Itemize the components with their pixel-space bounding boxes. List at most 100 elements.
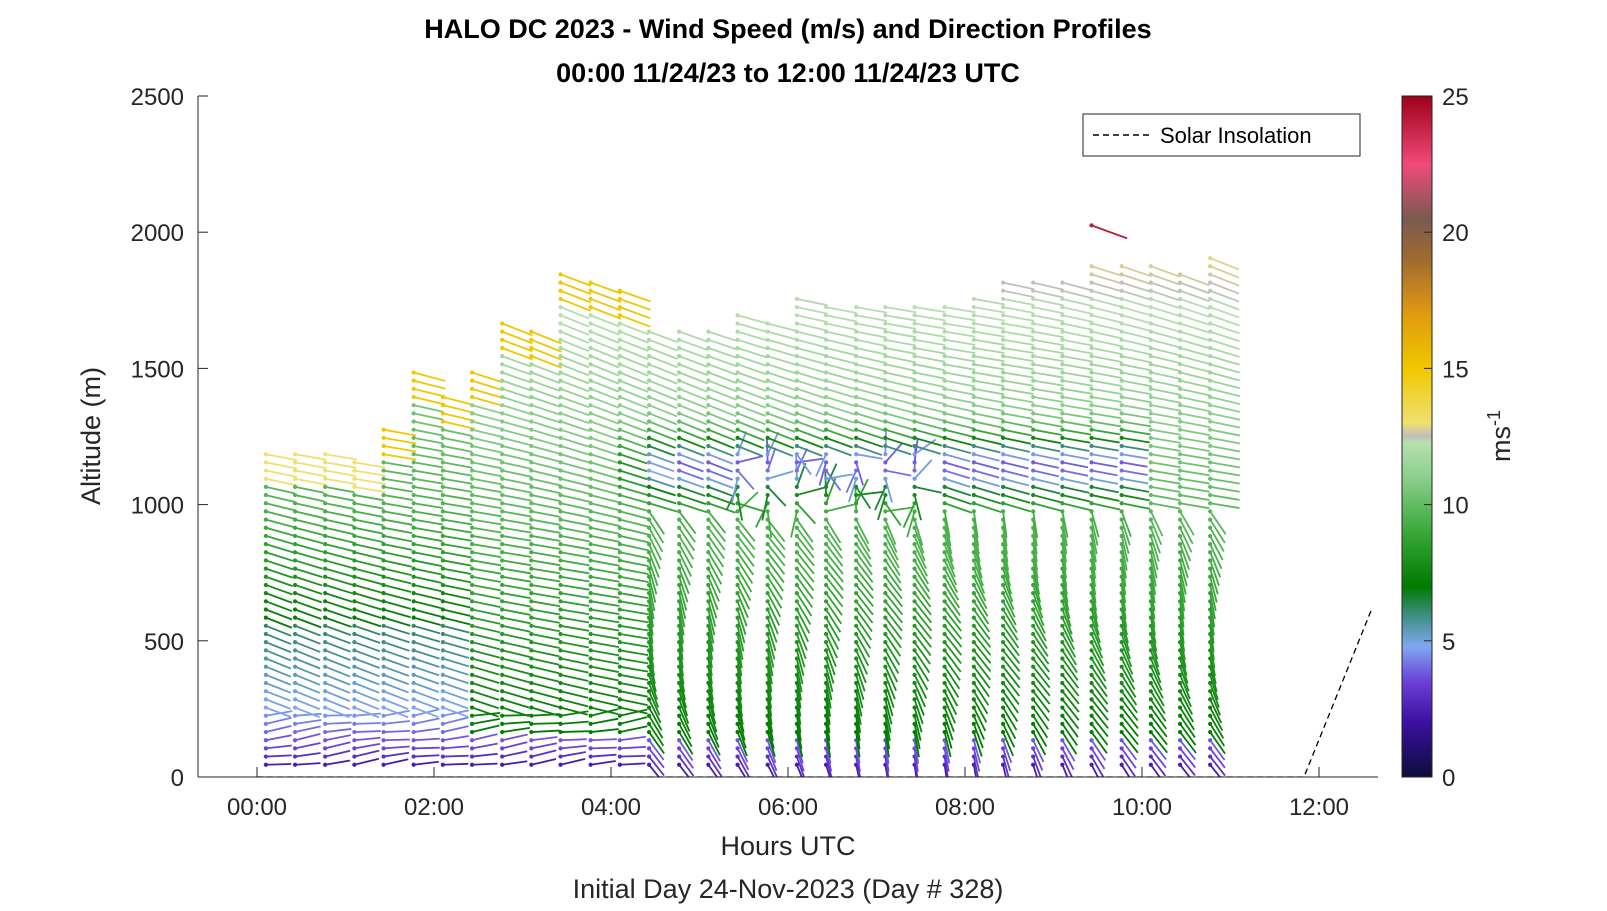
wind-vector-point — [352, 558, 357, 563]
wind-vector — [1179, 593, 1185, 620]
wind-vector — [707, 674, 714, 701]
wind-vector — [855, 641, 870, 667]
wind-vector — [294, 641, 321, 653]
wind-vector-point — [1031, 427, 1036, 432]
wind-vector — [383, 567, 412, 576]
wind-vector — [560, 665, 589, 674]
wind-vector-point — [1177, 329, 1183, 334]
wind-vector — [884, 600, 904, 624]
wind-vector-point — [912, 697, 917, 702]
wind-vector-point — [883, 427, 888, 432]
wind-vector-point — [706, 746, 711, 751]
wind-vector — [501, 649, 531, 658]
wind-vector — [855, 347, 887, 356]
wind-vector — [973, 338, 1005, 346]
wind-vector — [442, 469, 473, 477]
wind-vector-point — [529, 476, 534, 481]
footer-label: Initial Day 24-Nov-2023 (Day # 328) — [573, 874, 1004, 904]
wind-vector-point — [971, 476, 976, 481]
wind-vector-point — [588, 615, 593, 620]
wind-vector — [1002, 674, 1021, 697]
wind-vector — [648, 527, 664, 553]
wind-vector-point — [1177, 403, 1183, 408]
wind-vector-point — [1148, 541, 1153, 547]
wind-vector — [707, 592, 718, 619]
wind-vector — [884, 756, 890, 777]
wind-vector — [1209, 723, 1226, 747]
wind-vector — [560, 657, 589, 666]
wind-vector-point — [646, 476, 652, 481]
wind-vector-point — [706, 591, 711, 596]
wind-vector — [767, 470, 794, 480]
wind-vector-point — [352, 689, 357, 694]
wind-vector — [884, 430, 887, 455]
wind-vector-point — [440, 582, 445, 588]
wind-vector-point — [971, 296, 976, 302]
wind-vector-point — [352, 468, 357, 473]
wind-vector — [471, 469, 502, 478]
wind-vector — [1150, 436, 1181, 444]
wind-vector — [531, 600, 561, 608]
wind-vector — [560, 608, 590, 616]
wind-vector-point — [411, 672, 416, 677]
wind-vector — [324, 616, 352, 628]
wind-vector-point — [794, 378, 799, 383]
wind-vector-point — [263, 705, 268, 710]
wind-vector-point — [735, 492, 740, 498]
wind-vector-point — [529, 435, 534, 440]
wind-vector-point — [912, 574, 917, 579]
wind-vector-point — [1060, 394, 1065, 400]
wind-vector-point — [617, 738, 622, 743]
wind-vector-point — [942, 370, 947, 375]
wind-vector-point — [381, 582, 386, 588]
wind-vector-point — [854, 476, 859, 481]
wind-vector-point — [942, 623, 947, 628]
wind-vector-point — [765, 631, 770, 637]
wind-vector-point — [1148, 468, 1153, 473]
wind-vector-point — [794, 452, 799, 457]
wind-vector — [678, 723, 693, 748]
wind-vector — [648, 330, 679, 344]
wind-vector — [855, 453, 883, 460]
wind-vector-point — [1177, 672, 1183, 677]
wind-vector-point — [677, 574, 682, 579]
wind-vector-point — [440, 591, 445, 596]
wind-vector — [1179, 690, 1194, 715]
wind-vector-point — [1177, 762, 1183, 767]
wind-vector-point — [794, 640, 799, 645]
wind-vector — [707, 650, 713, 677]
wind-vector-point — [883, 623, 888, 628]
wind-vector-point — [440, 443, 445, 449]
wind-vector-point — [500, 517, 505, 522]
wind-vector — [1002, 764, 1007, 777]
wind-vector-point — [942, 476, 947, 481]
wind-vector — [1179, 756, 1196, 777]
wind-vector-point — [500, 721, 505, 726]
wind-vector — [383, 633, 410, 644]
wind-vector-point — [823, 501, 829, 506]
wind-vector-point — [381, 484, 386, 489]
wind-vector — [884, 543, 900, 569]
wind-vector — [560, 379, 590, 393]
wind-vector-point — [500, 623, 505, 628]
wind-vector-point — [1089, 419, 1094, 424]
wind-vector-point — [646, 533, 652, 539]
wind-vector — [265, 698, 291, 710]
wind-vector — [885, 314, 917, 322]
wind-vector-point — [1148, 411, 1153, 416]
colorbar-tick-label: 0 — [1442, 765, 1455, 792]
wind-vector — [442, 690, 469, 701]
wind-vector-point — [1177, 443, 1183, 449]
wind-vector — [944, 355, 976, 363]
wind-vector — [590, 363, 620, 377]
wind-vector-point — [646, 509, 652, 514]
wind-vector — [708, 461, 733, 473]
wind-vector-point — [942, 460, 947, 465]
wind-vector — [1002, 707, 1018, 731]
wind-vector-point — [912, 623, 917, 628]
wind-vector-point — [854, 566, 859, 571]
wind-vector — [560, 559, 590, 567]
wind-vector-point — [823, 607, 829, 612]
wind-vector-point — [646, 394, 652, 400]
wind-vector-point — [1177, 680, 1183, 686]
